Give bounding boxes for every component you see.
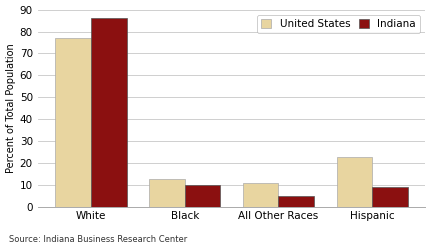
Bar bbox=[91, 18, 126, 207]
Bar bbox=[278, 196, 313, 207]
Legend: United States, Indiana: United States, Indiana bbox=[256, 15, 419, 33]
Bar bbox=[149, 179, 184, 207]
Bar bbox=[55, 38, 91, 207]
Bar bbox=[242, 183, 278, 207]
Y-axis label: Percent of Total Population: Percent of Total Population bbox=[6, 43, 15, 173]
Text: Source: Indiana Business Research Center: Source: Indiana Business Research Center bbox=[9, 235, 187, 244]
Bar bbox=[372, 187, 407, 207]
Bar bbox=[184, 185, 220, 207]
Bar bbox=[336, 157, 372, 207]
